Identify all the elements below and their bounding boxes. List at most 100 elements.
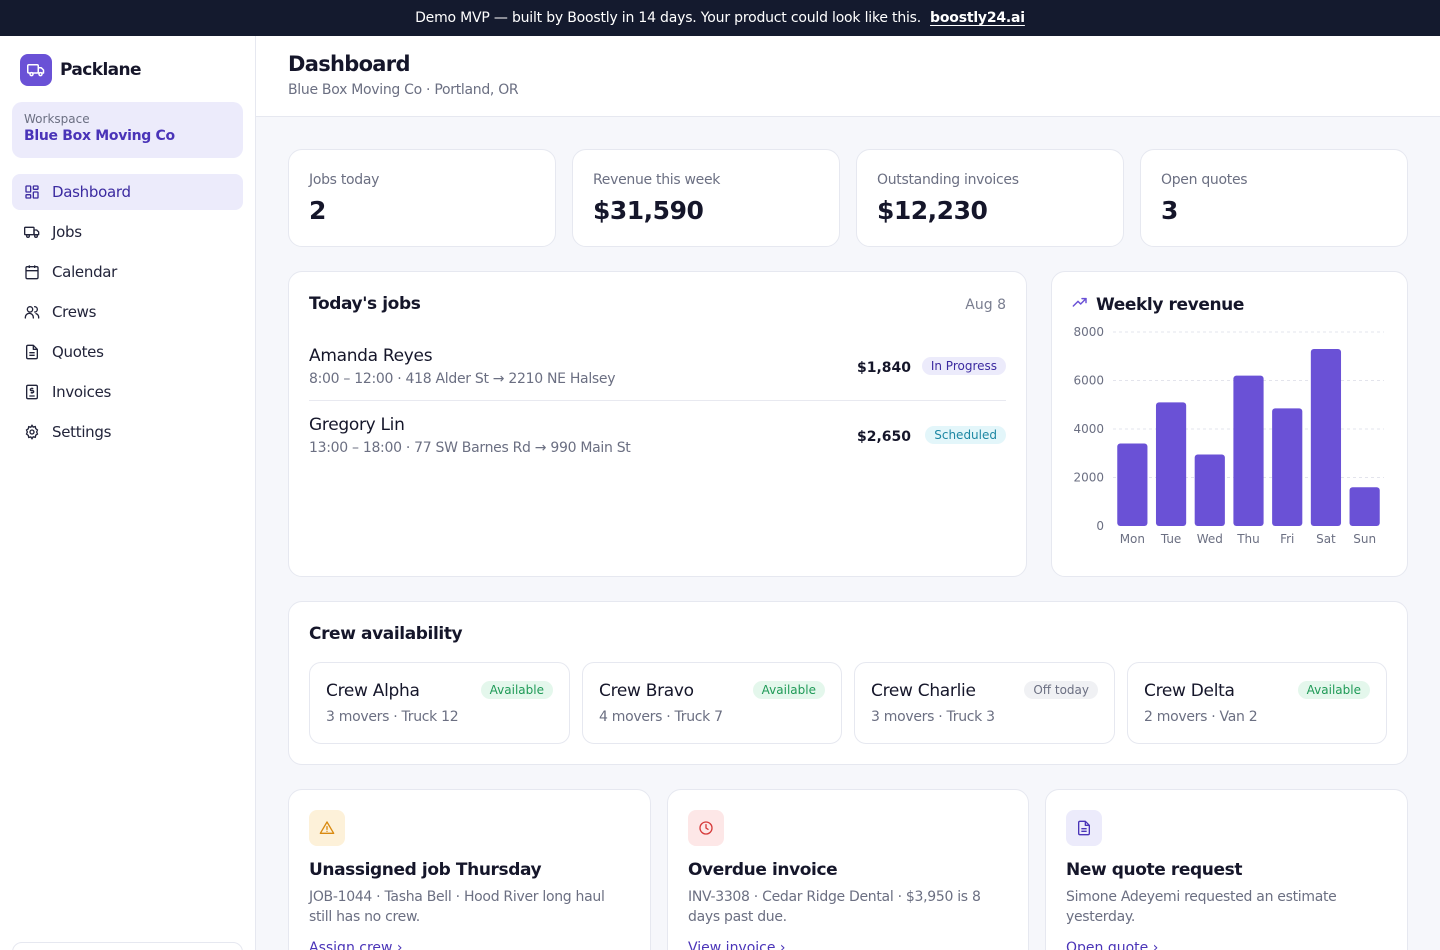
calendar-icon (24, 264, 40, 280)
view-invoice-link[interactable]: View invoice › (688, 940, 786, 950)
y-tick-label: 0 (1096, 519, 1104, 533)
stat-card-jobs-today[interactable]: Jobs today 2 (288, 149, 556, 247)
brand-name: Packlane (60, 60, 142, 80)
status-badge: Available (480, 681, 553, 699)
status-badge: Available (1297, 681, 1370, 699)
divider (309, 400, 1006, 401)
stat-card-revenue-week[interactable]: Revenue this week $31,590 (572, 149, 840, 247)
crew-name: Crew Bravo (599, 681, 694, 701)
sidebar-nav: Dashboard Jobs Calendar Crews Quotes (12, 174, 243, 454)
stat-label: Open quotes (1161, 172, 1248, 188)
crew-name: Crew Delta (1144, 681, 1235, 701)
truck-logo-icon (20, 54, 52, 86)
x-tick-label: Mon (1120, 532, 1145, 546)
stat-value: $31,590 (593, 196, 704, 225)
warning-icon (309, 810, 345, 846)
x-tick-label: Wed (1197, 532, 1223, 546)
dashboard-icon (24, 184, 40, 200)
crew-card[interactable]: Crew Bravo Available 4 movers · Truck 7 (582, 662, 842, 744)
x-tick-label: Fri (1280, 532, 1294, 546)
status-badge: Scheduled (925, 426, 1006, 444)
status-badge: In Progress (921, 357, 1006, 375)
sidebar-item-crews[interactable]: Crews (12, 294, 243, 330)
clock-icon (688, 810, 724, 846)
stat-label: Outstanding invoices (877, 172, 1019, 188)
x-tick-label: Tue (1160, 532, 1182, 546)
sidebar-item-label: Quotes (52, 343, 104, 361)
bar-thu[interactable] (1233, 375, 1264, 526)
weekly-revenue-chart: 0 2000 4000 6000 8000 Mon Tue Wed Thu Fri Sat Sun (1073, 325, 1384, 546)
todays-jobs-card: Today's jobs Aug 8 Amanda Reyes 8:00 – 1… (288, 271, 1027, 577)
workspace-name: Blue Box Moving Co (24, 128, 175, 144)
promo-banner: Demo MVP — built by Boostly in 14 days. … (0, 0, 1440, 36)
bar-mon[interactable] (1117, 443, 1148, 526)
open-quote-link[interactable]: Open quote › (1066, 940, 1159, 950)
bar-sat[interactable] (1310, 348, 1342, 526)
status-badge: Available (752, 681, 825, 699)
sidebar-item-label: Dashboard (52, 183, 131, 201)
banner-text: Demo MVP — built by Boostly in 14 days. … (415, 10, 922, 26)
truck-icon (24, 224, 40, 240)
job-details: 8:00 – 12:00 · 418 Alder St → 2210 NE Ha… (309, 371, 616, 387)
stat-label: Revenue this week (593, 172, 721, 188)
crew-card[interactable]: Crew Alpha Available 3 movers · Truck 12 (309, 662, 570, 744)
banner-link[interactable]: boostly24.ai (930, 10, 1025, 26)
alert-card-unassigned-job: Unassigned job Thursday JOB-1044 · Tasha… (288, 789, 651, 950)
sidebar-item-invoices[interactable]: Invoices (12, 374, 243, 410)
job-details: 13:00 – 18:00 · 77 SW Barnes Rd → 990 Ma… (309, 440, 631, 456)
sidebar-item-jobs[interactable]: Jobs (12, 214, 243, 250)
y-tick-label: 6000 (1073, 374, 1104, 388)
crew-details: 4 movers · Truck 7 (599, 709, 723, 725)
crew-details: 3 movers · Truck 3 (871, 709, 995, 725)
document-icon (1066, 810, 1102, 846)
sidebar-item-calendar[interactable]: Calendar (12, 254, 243, 290)
brand[interactable]: Packlane (20, 54, 142, 86)
weekly-revenue-header: Weekly revenue (1072, 294, 1244, 315)
bar-sun[interactable] (1349, 487, 1380, 526)
assign-crew-link[interactable]: Assign crew › (309, 940, 403, 950)
sidebar-item-settings[interactable]: Settings (12, 414, 243, 450)
page-subtitle: Blue Box Moving Co · Portland, OR (288, 82, 519, 98)
workspace-switcher[interactable]: Workspace Blue Box Moving Co (12, 102, 243, 158)
y-tick-label: 4000 (1073, 422, 1104, 436)
users-icon (24, 304, 40, 320)
sidebar-item-quotes[interactable]: Quotes (12, 334, 243, 370)
y-tick-label: 8000 (1073, 325, 1104, 339)
sidebar-footer[interactable] (12, 942, 243, 950)
job-amount: $2,650 (856, 429, 911, 445)
card-date: Aug 8 (965, 297, 1006, 313)
sidebar-item-label: Calendar (52, 263, 118, 281)
crew-availability-card: Crew availability Crew Alpha Available 3… (288, 601, 1408, 765)
sidebar: Packlane Workspace Blue Box Moving Co Da… (0, 36, 256, 950)
workspace-label: Workspace (24, 112, 90, 126)
stat-value: 2 (309, 196, 326, 225)
trending-up-icon (1072, 294, 1088, 315)
alert-body: JOB-1044 · Tasha Bell · Hood River long … (309, 889, 605, 925)
card-title: Today's jobs (309, 294, 421, 314)
job-row[interactable]: Gregory Lin 13:00 – 18:00 · 77 SW Barnes… (309, 411, 1006, 480)
sidebar-item-dashboard[interactable]: Dashboard (12, 174, 243, 210)
alert-card-new-quote: New quote request Simone Adeyemi request… (1045, 789, 1408, 950)
stat-card-outstanding-invoices[interactable]: Outstanding invoices $12,230 (856, 149, 1124, 247)
card-title: Weekly revenue (1096, 294, 1244, 315)
bar-wed[interactable] (1194, 454, 1225, 526)
stat-card-open-quotes[interactable]: Open quotes 3 (1140, 149, 1408, 247)
bar-tue[interactable] (1155, 402, 1187, 526)
crew-card[interactable]: Crew Charlie Off today 3 movers · Truck … (854, 662, 1115, 744)
crew-details: 3 movers · Truck 12 (326, 709, 459, 725)
bar-fri[interactable] (1272, 408, 1303, 526)
stat-value: $12,230 (877, 196, 988, 225)
receipt-icon (24, 384, 40, 400)
alert-title: New quote request (1066, 860, 1243, 880)
job-row[interactable]: Amanda Reyes 8:00 – 12:00 · 418 Alder St… (309, 342, 1006, 411)
alert-title: Overdue invoice (688, 860, 838, 880)
alert-title: Unassigned job Thursday (309, 860, 542, 880)
x-tick-label: Thu (1236, 532, 1260, 546)
crew-card[interactable]: Crew Delta Available 2 movers · Van 2 (1127, 662, 1387, 744)
status-badge: Off today (1024, 681, 1098, 699)
weekly-revenue-card: Weekly revenue 0 2000 4000 6000 8000 Mon Tue We… (1051, 271, 1408, 577)
gear-icon (24, 424, 40, 440)
job-customer: Gregory Lin (309, 415, 405, 435)
job-customer: Amanda Reyes (309, 346, 433, 366)
sidebar-item-label: Jobs (52, 223, 82, 241)
